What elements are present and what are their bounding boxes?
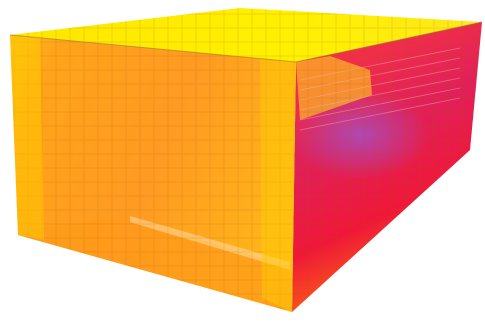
right-voxel-grid — [292, 22, 482, 312]
voxel-render — [0, 0, 485, 326]
front-right-edge — [260, 58, 296, 312]
page: {} — [0, 0, 485, 326]
front-voxel-grid — [10, 35, 296, 312]
front-left-edge — [10, 35, 44, 240]
